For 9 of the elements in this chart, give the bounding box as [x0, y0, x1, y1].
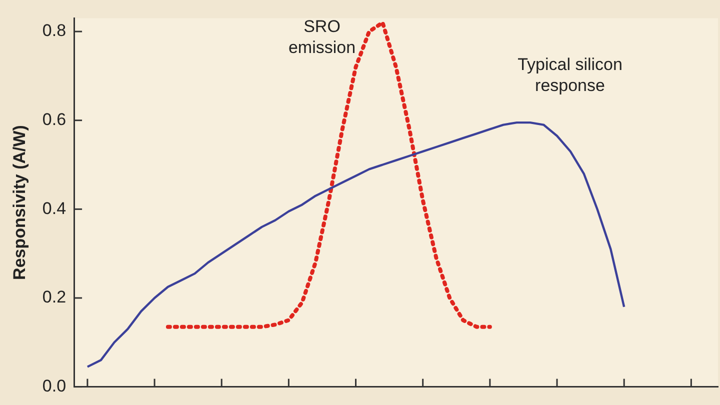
y-tick-label: 0.2: [42, 288, 66, 307]
y-tick-label: 0.4: [42, 198, 66, 218]
y-tick-label: 0.8: [42, 21, 66, 40]
y-tick-label: 0.0: [42, 376, 66, 396]
annotation: Typical silicon response: [516, 54, 624, 96]
annotation: SRO emission: [287, 16, 357, 58]
y-tick-label: 0.6: [42, 110, 66, 130]
y-axis-title: Responsivity (A/W): [10, 125, 29, 280]
line-series: [166, 20, 492, 329]
